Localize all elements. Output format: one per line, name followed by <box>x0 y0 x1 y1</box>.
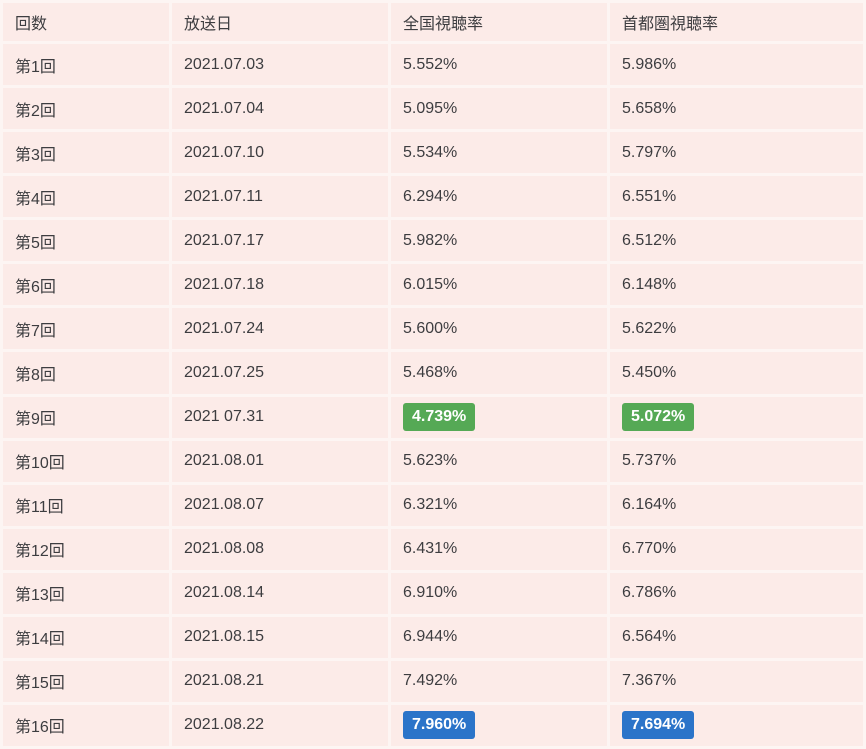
table-row: 第1回 2021.07.03 5.552% 5.986% <box>3 44 863 86</box>
episode-cell: 第5回 <box>3 220 169 262</box>
broadcast-date-cell: 2021.08.07 <box>172 484 388 526</box>
metro-rating-cell: 6.148% <box>610 264 863 306</box>
table-row: 第2回 2021.07.04 5.095% 5.658% <box>3 88 863 130</box>
table-row: 第6回 2021.07.18 6.015% 6.148% <box>3 264 863 306</box>
national-rating-cell: 5.982% <box>391 220 607 262</box>
national-rating-cell: 6.294% <box>391 176 607 218</box>
metro-rating-cell: 6.770% <box>610 528 863 570</box>
episode-cell: 第16回 <box>3 704 169 746</box>
table-row: 第16回 2021.08.22 7.960% 7.694% <box>3 704 863 746</box>
broadcast-date-cell: 2021 07.31 <box>172 396 388 438</box>
broadcast-date-cell: 2021.07.17 <box>172 220 388 262</box>
episode-cell: 第3回 <box>3 132 169 174</box>
table-row: 第10回 2021.08.01 5.623% 5.737% <box>3 440 863 482</box>
metro-rating-cell: 5.450% <box>610 352 863 394</box>
table-body: 第1回 2021.07.03 5.552% 5.986% 第2回 2021.07.04 5.… <box>3 44 863 746</box>
header-national-rating: 全国視聴率 <box>391 3 607 41</box>
episode-cell: 第1回 <box>3 44 169 86</box>
table-row: 第15回 2021.08.21 7.492% 7.367% <box>3 660 863 702</box>
episode-cell: 第7回 <box>3 308 169 350</box>
episode-cell: 第10回 <box>3 440 169 482</box>
header-episode: 回数 <box>3 3 169 41</box>
episode-cell: 第13回 <box>3 572 169 614</box>
national-rating-cell: 5.534% <box>391 132 607 174</box>
national-rating-cell: 6.910% <box>391 572 607 614</box>
lowest-rating-badge: 5.072% <box>622 403 695 432</box>
national-rating-cell: 6.321% <box>391 484 607 526</box>
broadcast-date-cell: 2021.07.25 <box>172 352 388 394</box>
episode-cell: 第2回 <box>3 88 169 130</box>
episode-cell: 第9回 <box>3 396 169 438</box>
metro-rating-cell: 6.564% <box>610 616 863 658</box>
table-row: 第4回 2021.07.11 6.294% 6.551% <box>3 176 863 218</box>
highest-rating-badge: 7.960% <box>403 711 476 740</box>
national-rating-cell: 6.431% <box>391 528 607 570</box>
lowest-rating-badge: 4.739% <box>403 403 476 432</box>
broadcast-date-cell: 2021.08.21 <box>172 660 388 702</box>
broadcast-date-cell: 2021.07.10 <box>172 132 388 174</box>
table-row: 第7回 2021.07.24 5.600% 5.622% <box>3 308 863 350</box>
metro-rating-cell: 5.797% <box>610 132 863 174</box>
national-rating-cell: 5.095% <box>391 88 607 130</box>
header-row: 回数 放送日 全国視聴率 首都圏視聴率 <box>3 3 863 41</box>
episode-cell: 第6回 <box>3 264 169 306</box>
episode-cell: 第15回 <box>3 660 169 702</box>
broadcast-date-cell: 2021.07.18 <box>172 264 388 306</box>
broadcast-date-cell: 2021.08.15 <box>172 616 388 658</box>
metro-rating-cell: 5.072% <box>610 396 863 438</box>
national-rating-cell: 5.600% <box>391 308 607 350</box>
metro-rating-cell: 5.986% <box>610 44 863 86</box>
episode-cell: 第4回 <box>3 176 169 218</box>
broadcast-date-cell: 2021.08.08 <box>172 528 388 570</box>
national-rating-cell: 6.944% <box>391 616 607 658</box>
metro-rating-cell: 5.737% <box>610 440 863 482</box>
broadcast-date-cell: 2021.07.04 <box>172 88 388 130</box>
table-row: 第5回 2021.07.17 5.982% 6.512% <box>3 220 863 262</box>
metro-rating-cell: 6.164% <box>610 484 863 526</box>
national-rating-cell: 6.015% <box>391 264 607 306</box>
national-rating-cell: 5.623% <box>391 440 607 482</box>
table-row: 第3回 2021.07.10 5.534% 5.797% <box>3 132 863 174</box>
header-broadcast-date: 放送日 <box>172 3 388 41</box>
header-metro-rating: 首都圏視聴率 <box>610 3 863 41</box>
broadcast-date-cell: 2021.07.24 <box>172 308 388 350</box>
episode-cell: 第14回 <box>3 616 169 658</box>
metro-rating-cell: 6.551% <box>610 176 863 218</box>
national-rating-cell: 7.492% <box>391 660 607 702</box>
metro-rating-cell: 6.512% <box>610 220 863 262</box>
broadcast-date-cell: 2021.08.14 <box>172 572 388 614</box>
table-row: 第13回 2021.08.14 6.910% 6.786% <box>3 572 863 614</box>
metro-rating-cell: 7.694% <box>610 704 863 746</box>
national-rating-cell: 5.468% <box>391 352 607 394</box>
national-rating-cell: 4.739% <box>391 396 607 438</box>
table-row: 第9回 2021 07.31 4.739% 5.072% <box>3 396 863 438</box>
table-row: 第8回 2021.07.25 5.468% 5.450% <box>3 352 863 394</box>
table-row: 第14回 2021.08.15 6.944% 6.564% <box>3 616 863 658</box>
metro-rating-cell: 5.622% <box>610 308 863 350</box>
episode-cell: 第11回 <box>3 484 169 526</box>
broadcast-date-cell: 2021.08.22 <box>172 704 388 746</box>
broadcast-date-cell: 2021.08.01 <box>172 440 388 482</box>
table-row: 第12回 2021.08.08 6.431% 6.770% <box>3 528 863 570</box>
episode-cell: 第12回 <box>3 528 169 570</box>
table-row: 第11回 2021.08.07 6.321% 6.164% <box>3 484 863 526</box>
metro-rating-cell: 6.786% <box>610 572 863 614</box>
metro-rating-cell: 7.367% <box>610 660 863 702</box>
national-rating-cell: 5.552% <box>391 44 607 86</box>
national-rating-cell: 7.960% <box>391 704 607 746</box>
broadcast-date-cell: 2021.07.11 <box>172 176 388 218</box>
metro-rating-cell: 5.658% <box>610 88 863 130</box>
episode-cell: 第8回 <box>3 352 169 394</box>
highest-rating-badge: 7.694% <box>622 711 695 740</box>
broadcast-date-cell: 2021.07.03 <box>172 44 388 86</box>
